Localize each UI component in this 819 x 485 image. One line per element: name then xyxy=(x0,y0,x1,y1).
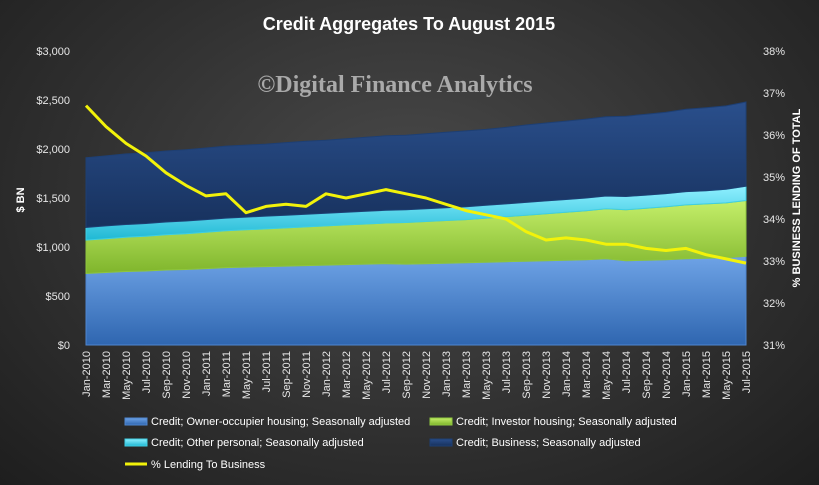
x-tick-label: Mar-2013 xyxy=(461,351,473,398)
right-axis-title: % BUSINESS LENDING OF TOTAL xyxy=(791,108,803,287)
right-tick-label: 33% xyxy=(763,256,785,268)
right-tick-label: 36% xyxy=(763,130,785,142)
x-tick-label: Mar-2010 xyxy=(101,351,113,398)
watermark-text: ©Digital Finance Analytics xyxy=(257,72,532,98)
x-tick-label: May-2010 xyxy=(121,351,133,400)
x-tick-label: Nov-2010 xyxy=(181,351,193,399)
x-tick-label: Sep-2013 xyxy=(521,351,533,399)
x-tick-label: May-2013 xyxy=(481,351,493,400)
x-tick-label: May-2015 xyxy=(721,351,733,400)
right-tick-label: 34% xyxy=(763,214,785,226)
x-tick-label: Nov-2012 xyxy=(421,351,433,399)
left-axis-title: $ BN xyxy=(15,187,27,212)
left-tick-label: $0 xyxy=(58,340,70,352)
legend-label-lending-to-business: % Lending To Business xyxy=(151,459,266,471)
x-tick-label: Sep-2014 xyxy=(641,351,653,399)
x-tick-label: Jul-2013 xyxy=(501,351,513,393)
x-tick-label: Jul-2011 xyxy=(261,351,273,392)
line-lending-to-business xyxy=(84,104,747,265)
right-tick-label: 35% xyxy=(763,172,785,184)
legend-swatch-owner-occupier xyxy=(124,417,148,426)
line-layer xyxy=(84,104,747,265)
x-tick-label: Jul-2015 xyxy=(741,351,753,393)
left-axis-ticks: $0 $500 $1,000 $1,500 $2,000 $2,500 $3,000 xyxy=(36,46,70,352)
x-tick-label: May-2011 xyxy=(241,351,253,399)
x-tick-label: Mar-2015 xyxy=(701,351,713,398)
x-tick-label: Nov-2014 xyxy=(661,351,673,399)
legend-label-other-personal: Credit; Other personal; Seasonally adjus… xyxy=(151,437,364,449)
x-tick-label: Jul-2010 xyxy=(141,351,153,393)
x-tick-label: Sep-2011 xyxy=(281,351,293,398)
right-tick-label: 31% xyxy=(763,340,785,352)
left-tick-label: $1,500 xyxy=(36,193,70,205)
x-tick-label: Jan-2015 xyxy=(681,351,693,397)
x-tick-label: Mar-2011 xyxy=(221,351,233,397)
area-business xyxy=(85,101,747,228)
x-tick-label: Jul-2012 xyxy=(381,351,393,393)
x-tick-label: Jul-2014 xyxy=(621,351,633,393)
x-tick-label: May-2012 xyxy=(361,351,373,400)
x-tick-label: Mar-2014 xyxy=(581,351,593,398)
legend: Credit; Owner-occupier housing; Seasonal… xyxy=(124,416,677,471)
x-tick-label: Nov-2011 xyxy=(301,351,313,398)
x-tick-label: Jan-2010 xyxy=(81,351,93,397)
x-tick-label: Jan-2011 xyxy=(201,351,213,396)
legend-label-business: Credit; Business; Seasonally adjusted xyxy=(456,437,641,449)
x-tick-label: Jan-2013 xyxy=(441,351,453,397)
left-tick-label: $2,500 xyxy=(36,95,70,107)
left-tick-label: $3,000 xyxy=(36,46,70,58)
stacked-areas xyxy=(85,101,747,346)
legend-label-investor-housing: Credit; Investor housing; Seasonally adj… xyxy=(456,416,677,428)
x-tick-label: Sep-2010 xyxy=(161,351,173,399)
x-tick-label: Jan-2012 xyxy=(321,351,333,397)
legend-swatch-business xyxy=(429,438,453,447)
legend-swatch-investor-housing xyxy=(429,417,453,426)
x-tick-label: Sep-2012 xyxy=(401,351,413,399)
x-tick-label: Jan-2014 xyxy=(561,351,573,397)
right-axis-ticks: 31% 32% 33% 34% 35% 36% 37% 38% xyxy=(763,46,785,352)
right-tick-label: 37% xyxy=(763,88,785,100)
left-tick-label: $1,000 xyxy=(36,242,70,254)
x-axis-ticks: Jan-2010 Mar-2010 May-2010 Jul-2010 Sep-2010… xyxy=(81,351,753,400)
x-tick-label: Mar-2012 xyxy=(341,351,353,398)
right-tick-label: 32% xyxy=(763,298,785,310)
chart-title: Credit Aggregates To August 2015 xyxy=(263,14,555,34)
x-tick-label: May-2014 xyxy=(601,351,613,400)
left-tick-label: $2,000 xyxy=(36,144,70,156)
legend-label-owner-occupier: Credit; Owner-occupier housing; Seasonal… xyxy=(151,416,410,428)
x-tick-label: Nov-2013 xyxy=(541,351,553,399)
right-tick-label: 38% xyxy=(763,46,785,58)
legend-swatch-other-personal xyxy=(124,438,148,447)
left-tick-label: $500 xyxy=(46,291,70,303)
